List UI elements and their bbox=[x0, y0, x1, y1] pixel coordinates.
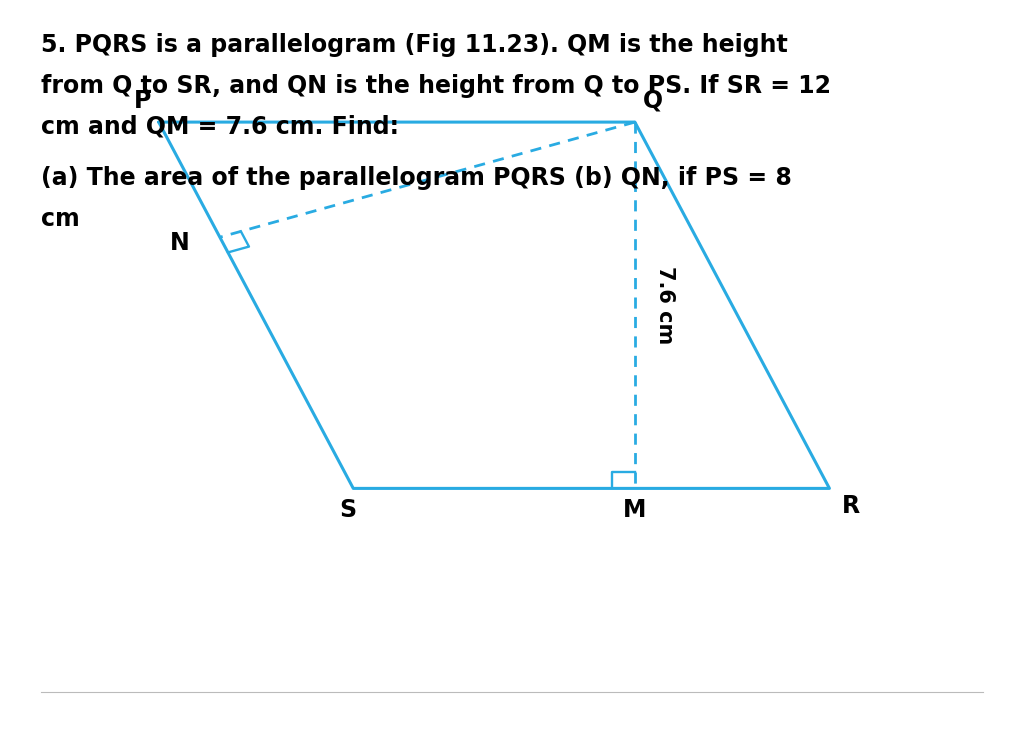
Text: (a) The area of the parallelogram PQRS (b) QN, if PS = 8: (a) The area of the parallelogram PQRS (… bbox=[41, 166, 792, 190]
Text: Q: Q bbox=[643, 89, 663, 113]
Text: N: N bbox=[169, 231, 189, 255]
Text: P: P bbox=[134, 89, 152, 113]
Text: R: R bbox=[842, 494, 860, 518]
Text: S: S bbox=[340, 498, 356, 522]
Text: cm: cm bbox=[41, 207, 80, 231]
Text: 7.6 cm: 7.6 cm bbox=[655, 266, 676, 344]
Text: cm and QM = 7.6 cm. Find:: cm and QM = 7.6 cm. Find: bbox=[41, 115, 399, 138]
Text: from Q to SR, and QN is the height from Q to PS. If SR = 12: from Q to SR, and QN is the height from … bbox=[41, 74, 830, 98]
Text: 5. PQRS is a parallelogram (Fig 11.23). QM is the height: 5. PQRS is a parallelogram (Fig 11.23). … bbox=[41, 33, 787, 57]
Text: M: M bbox=[624, 498, 646, 522]
